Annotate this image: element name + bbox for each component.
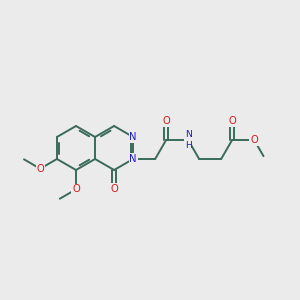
Text: O: O — [36, 164, 44, 174]
Text: N: N — [129, 154, 137, 164]
Text: O: O — [72, 184, 80, 194]
Text: O: O — [110, 184, 118, 194]
Text: N: N — [129, 132, 137, 142]
Text: N
H: N H — [185, 130, 192, 150]
Text: O: O — [228, 116, 236, 126]
Text: O: O — [162, 116, 170, 126]
Text: O: O — [250, 135, 258, 145]
